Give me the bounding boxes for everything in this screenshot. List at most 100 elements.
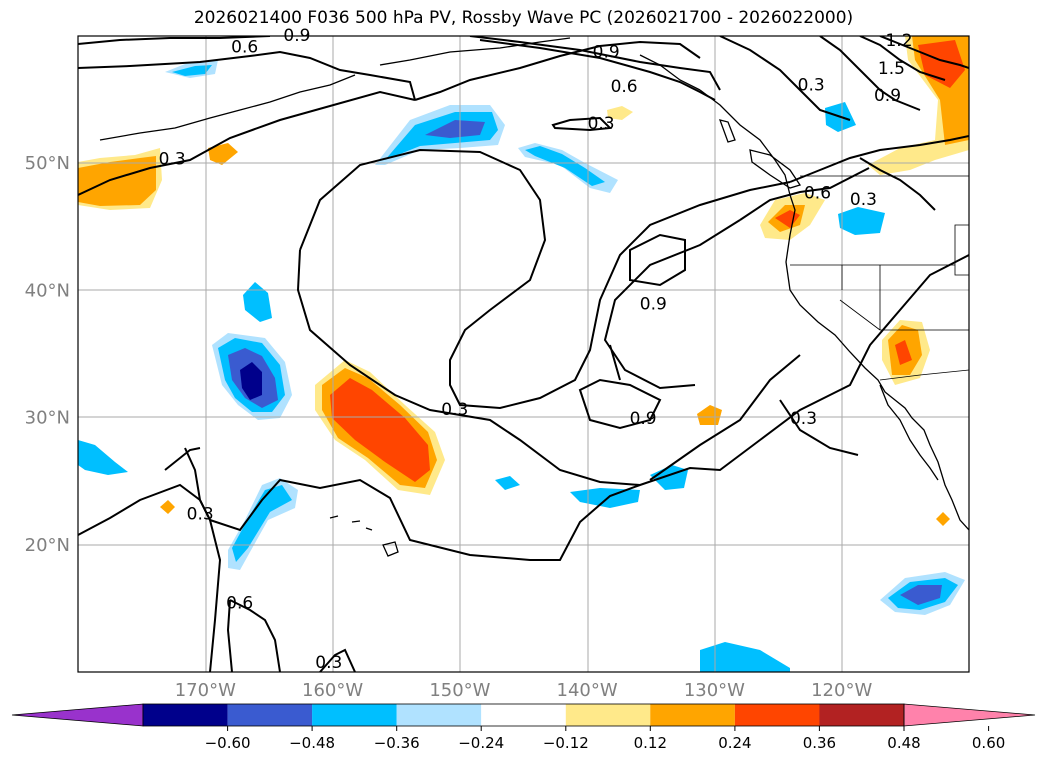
colorbar-segment xyxy=(565,704,651,726)
contour-label: 0.6 xyxy=(231,37,258,57)
lat-tick-label: 20°N xyxy=(25,535,70,556)
contour-top-left-06 xyxy=(78,50,416,101)
contour-nw-ridge-06 xyxy=(479,39,716,101)
neg-anomaly-streamer-core xyxy=(232,485,292,562)
vancouver-island xyxy=(749,149,802,189)
colorbar-tick-label: 0.12 xyxy=(634,734,667,752)
hawaii-islands xyxy=(329,515,399,557)
chart-title: 2026021400 F036 500 hPa PV, Rossby Wave … xyxy=(193,8,854,28)
contour-top-left-03 xyxy=(78,90,416,196)
contour-nw-trough-03 xyxy=(414,40,701,101)
neg-anomaly-small-1 xyxy=(243,282,272,322)
contour-06-south xyxy=(229,599,281,672)
contour-central-loop-left xyxy=(296,249,641,486)
lon-tick-label: 130°W xyxy=(684,680,745,701)
contour-03-bottom xyxy=(319,648,356,672)
contour-09-ridge xyxy=(739,167,870,221)
colorbar-tick-label: −0.12 xyxy=(543,734,589,752)
colorbar-tick-label: −0.24 xyxy=(458,734,504,752)
lon-tick-label: 150°W xyxy=(429,680,490,701)
contour-label: 0.9 xyxy=(874,86,901,106)
pos-anomaly-small-2 xyxy=(607,106,633,120)
lat-tick-label: 30°N xyxy=(25,408,70,429)
neg-anomaly-small-10 xyxy=(495,476,520,490)
contour-label: 0.6 xyxy=(611,77,638,97)
lat-tick-label: 50°N xyxy=(25,153,70,174)
colorbar-segment xyxy=(734,704,820,726)
contour-label: 0.9 xyxy=(640,294,667,314)
contour-nw-ridge-09 xyxy=(469,36,721,91)
colorbar-segment xyxy=(312,704,397,726)
contour-label: 0.6 xyxy=(804,184,831,204)
coastlines xyxy=(99,37,969,557)
neg-anomaly-small-3-core xyxy=(525,146,605,186)
us-mexico-border xyxy=(879,369,969,381)
aleutian-chain xyxy=(99,74,356,141)
colorbar-segment xyxy=(650,704,735,726)
contour-east-subtropical xyxy=(779,399,859,456)
pos-anomaly-socal-peak xyxy=(895,340,912,365)
lon-tick-label: 120°W xyxy=(811,680,872,701)
contour-ne-15 xyxy=(879,36,969,69)
state-borders xyxy=(790,224,969,331)
neg-anomaly-central-vortex-core xyxy=(240,362,262,400)
north-america-coast xyxy=(699,89,969,531)
colorbar-outline xyxy=(142,703,905,727)
neg-anomaly-small-9 xyxy=(700,642,790,672)
latitude-tick-labels: 50°N 40°N 30°N 20°N xyxy=(25,153,70,556)
lon-tick-label: 160°W xyxy=(302,680,363,701)
pos-anomaly-small-5 xyxy=(936,512,950,526)
contour-label: 0.3 xyxy=(798,76,825,96)
colorbar-tick-label: −0.48 xyxy=(289,734,335,752)
pos-anomaly-central-pacific-core xyxy=(330,378,430,482)
contour-label: 0.6 xyxy=(226,593,253,613)
pv-contours xyxy=(78,36,969,672)
contour-east-03 xyxy=(859,157,936,211)
contour-label: 0.9 xyxy=(630,409,657,429)
contour-label: 0.3 xyxy=(315,653,342,673)
contour-ne-03 xyxy=(719,36,851,121)
colorbar-tick-label: −0.36 xyxy=(374,734,420,752)
colorbar-extend-high xyxy=(903,703,1036,727)
plot-area xyxy=(78,36,969,672)
colorbar-tick-label: 0.36 xyxy=(803,734,836,752)
contour-central-loop xyxy=(299,148,791,410)
colorbar-tick-label: −0.60 xyxy=(205,734,251,752)
colorbar: −0.60 −0.48 −0.36 −0.24 −0.12 0.12 0.24 0.36 0.4… xyxy=(11,703,1036,752)
colorbar-tick-label: 0.48 xyxy=(887,734,920,752)
contour-03-sw-left xyxy=(164,447,201,471)
contour-label: 0.3 xyxy=(588,114,615,134)
borders xyxy=(790,175,969,381)
contour-label: 1.2 xyxy=(885,31,912,51)
contour-label: 0.3 xyxy=(441,400,468,420)
contour-ne-09 xyxy=(819,36,921,111)
colorbar-segment xyxy=(396,704,482,726)
contour-03-small xyxy=(551,116,613,132)
neg-anomaly-small-2-core xyxy=(172,65,212,76)
negative-pv-shading xyxy=(78,60,965,672)
pos-anomaly-west-edge-core xyxy=(78,156,156,206)
contour-label: 0.3 xyxy=(850,190,877,210)
colorbar-tick-label: 0.60 xyxy=(972,734,1005,752)
contour-label: 0.9 xyxy=(593,43,620,63)
contour-03-subtropical xyxy=(649,354,801,481)
colorbar-tick-label: 0.24 xyxy=(718,734,751,752)
lon-tick-label: 170°W xyxy=(175,680,236,701)
colorbar-segment xyxy=(227,704,313,726)
pos-anomaly-small-1 xyxy=(208,143,238,165)
contour-09-east xyxy=(789,135,969,183)
contour-03-south xyxy=(184,447,222,672)
neg-anomaly-small-6 xyxy=(838,207,885,235)
plot-frame xyxy=(77,35,970,673)
contour-09-inner-lower xyxy=(578,378,662,430)
alaska-coast xyxy=(379,37,571,66)
lon-tick-label: 140°W xyxy=(557,680,618,701)
alaska-panhandle xyxy=(639,54,701,91)
contour-09-inner-upper xyxy=(629,233,686,287)
contour-top-left-09 xyxy=(78,36,271,45)
contour-label: 1.5 xyxy=(878,59,905,79)
contour-label: 0.3 xyxy=(790,409,817,429)
pos-anomaly-small-4 xyxy=(160,500,175,514)
longitude-tick-labels: 170°W 160°W 150°W 140°W 130°W 120°W xyxy=(175,680,873,701)
